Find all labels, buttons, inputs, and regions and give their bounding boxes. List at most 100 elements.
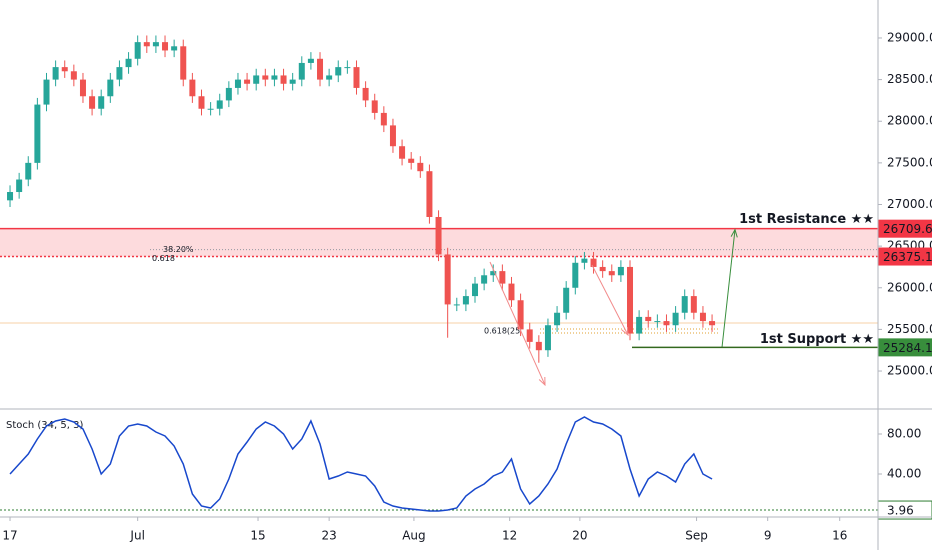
candle-body <box>326 75 333 80</box>
x-tick-label: Sep <box>685 529 708 543</box>
candle-body <box>98 96 105 109</box>
candle-body <box>608 271 615 276</box>
candle-body <box>335 67 342 76</box>
y-tick-label: 25000.0 <box>887 364 932 378</box>
candle-body <box>581 258 588 263</box>
y-tick-label: 80.00 <box>887 427 921 441</box>
price-tag-label: 25284.1 <box>883 341 932 355</box>
candle-body <box>143 42 150 47</box>
candle-body <box>453 304 460 306</box>
level-tag-label: 3.96 <box>887 504 914 518</box>
candle-body <box>508 283 515 301</box>
candle-body <box>535 341 542 351</box>
candle-body <box>462 296 469 305</box>
candle-body <box>79 79 86 97</box>
price-tag-label: 26375.1 <box>883 250 932 264</box>
fib-label: 0.618(25 <box>484 327 520 336</box>
candle-body <box>435 216 442 255</box>
candle-body <box>599 266 606 272</box>
candle-body <box>490 271 497 276</box>
price-tag <box>878 219 932 238</box>
fib-label: 0.618 <box>152 254 175 263</box>
candle-body <box>89 96 96 109</box>
candle-body <box>426 171 433 217</box>
candle-body <box>408 158 415 163</box>
y-tick-label: 26000.0 <box>887 280 932 294</box>
candle-body <box>472 283 479 297</box>
arrow-head <box>538 376 546 387</box>
candle-body <box>107 79 114 97</box>
candle-body <box>444 254 451 305</box>
candle-body <box>116 67 123 80</box>
arrow <box>721 229 736 348</box>
candle-body <box>654 321 661 323</box>
candle-body <box>481 275 488 284</box>
candle-body <box>225 87 232 101</box>
candle-body <box>43 79 50 105</box>
price-tag <box>878 247 932 266</box>
candle-body <box>271 75 278 80</box>
resistance-label: 1st Resistance ★★ <box>739 212 874 227</box>
candle-body <box>307 58 314 63</box>
candle-body <box>627 266 634 334</box>
candle-body <box>162 42 169 51</box>
arrow <box>591 264 629 336</box>
candle-body <box>198 96 205 109</box>
candle-body <box>636 316 643 334</box>
x-tick-label: Aug <box>402 529 425 543</box>
candle-body <box>362 87 369 101</box>
y-tick-label: 40.00 <box>887 467 921 481</box>
candle-body <box>70 71 77 80</box>
candle-body <box>645 316 652 322</box>
candle-body <box>262 75 269 80</box>
x-tick-label: 23 <box>321 529 336 543</box>
y-tick-label: 27500.0 <box>887 155 932 169</box>
candle-body <box>125 58 132 68</box>
candle-body <box>389 125 396 147</box>
support-label: 1st Support ★★ <box>760 332 874 347</box>
y-tick-label: 25500.0 <box>887 322 932 336</box>
y-tick-label: 29000.0 <box>887 30 932 44</box>
candle-body <box>234 79 241 88</box>
candle-body <box>244 79 251 84</box>
candle-body <box>207 108 214 110</box>
candle-body <box>399 146 406 159</box>
candle-body <box>171 46 178 51</box>
candle-body <box>699 312 706 322</box>
candle-body <box>617 266 624 276</box>
candle-body <box>180 46 187 80</box>
candle-body <box>34 104 41 163</box>
candle-body <box>526 329 533 342</box>
candle-body <box>298 62 305 80</box>
candle-body <box>152 42 159 47</box>
candle-body <box>499 271 506 284</box>
candle-body <box>7 192 14 201</box>
candle-body <box>353 67 360 88</box>
arrow <box>489 261 546 386</box>
candle-body <box>344 67 351 69</box>
candle-body <box>216 100 223 109</box>
x-tick-label: 20 <box>572 529 587 543</box>
candle-body <box>554 312 561 326</box>
candle-body <box>16 179 23 193</box>
candle-body <box>134 42 141 59</box>
y-tick-label: 28000.0 <box>887 114 932 128</box>
candle-body <box>544 325 551 351</box>
candle-body <box>681 296 688 313</box>
arrow-head <box>621 326 629 337</box>
price-tag-label: 26709.6 <box>883 222 932 236</box>
candle-body <box>417 162 424 172</box>
y-tick-label: 27000.0 <box>887 197 932 211</box>
candle-body <box>25 162 32 180</box>
candle-body <box>289 79 296 84</box>
candle-body <box>690 296 697 313</box>
y-tick-label: 28500.0 <box>887 72 932 86</box>
candle-body <box>517 300 524 330</box>
candle-body <box>317 58 324 80</box>
x-tick-label: 12 <box>502 529 517 543</box>
candle-body <box>590 258 597 267</box>
fib-label: 38.20% <box>163 245 194 254</box>
candle-body <box>672 312 679 326</box>
